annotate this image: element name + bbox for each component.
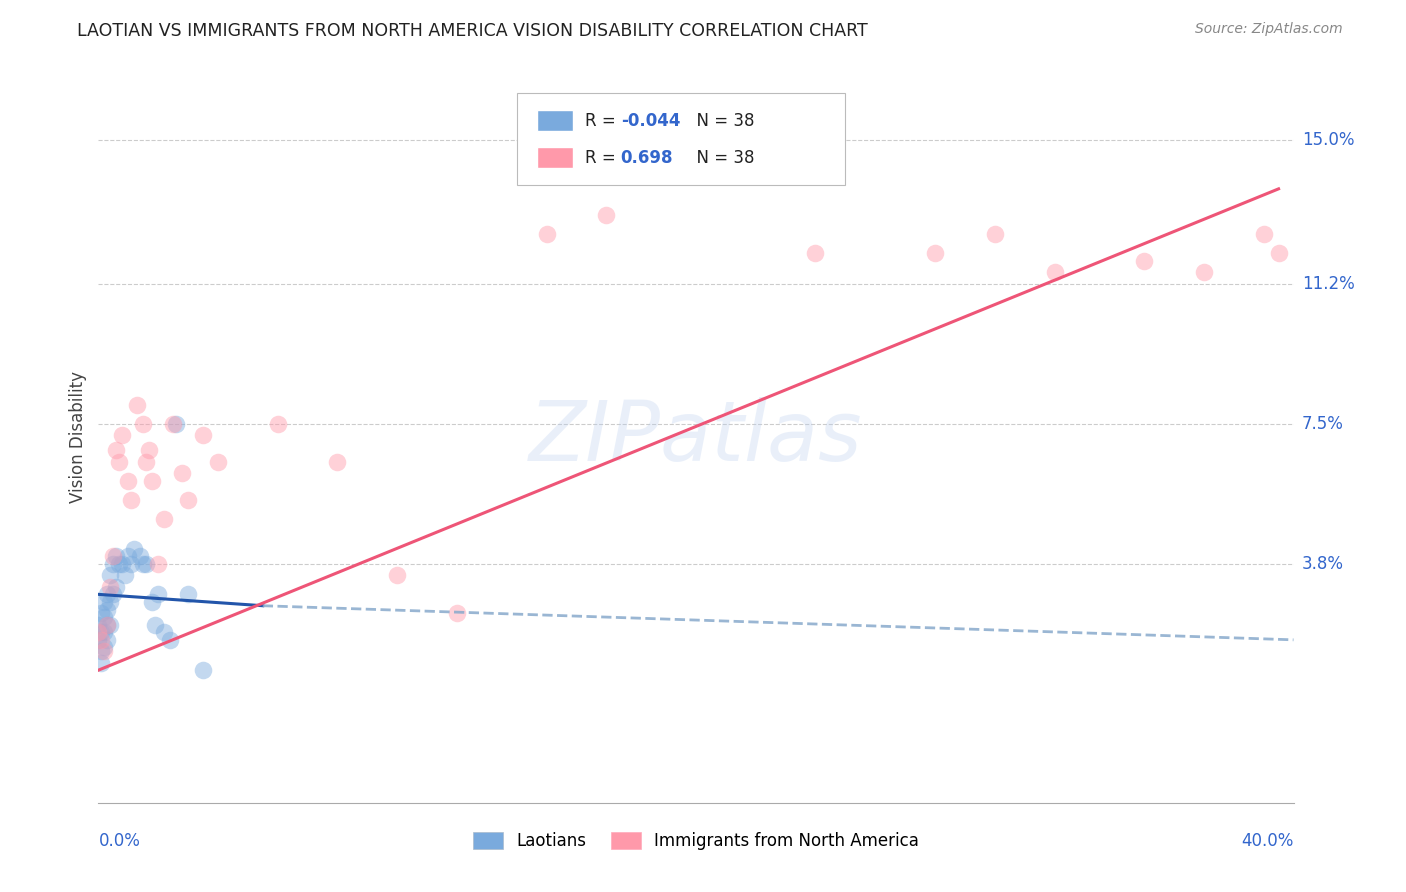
Text: -0.044: -0.044: [620, 112, 681, 129]
Text: Source: ZipAtlas.com: Source: ZipAtlas.com: [1195, 22, 1343, 37]
Point: [148, 557, 170, 571]
Point: [96, 617, 118, 632]
Point: [177, 492, 200, 507]
FancyBboxPatch shape: [517, 94, 845, 185]
Point: [90, 644, 112, 658]
Y-axis label: Vision Disability: Vision Disability: [69, 371, 87, 503]
Point: [105, 580, 128, 594]
Point: [153, 511, 176, 525]
Point: [93, 640, 115, 655]
Point: [1267, 246, 1289, 260]
Text: LAOTIAN VS IMMIGRANTS FROM NORTH AMERICA VISION DISABILITY CORRELATION CHART: LAOTIAN VS IMMIGRANTS FROM NORTH AMERICA…: [77, 22, 868, 40]
FancyBboxPatch shape: [537, 146, 572, 169]
Point: [93, 625, 115, 640]
Text: 0.0%: 0.0%: [98, 832, 141, 850]
Point: [90, 632, 112, 647]
Point: [595, 208, 617, 222]
Point: [804, 246, 827, 260]
Point: [98, 617, 122, 632]
Text: R =: R =: [585, 112, 621, 129]
Point: [105, 443, 128, 458]
Text: 3.8%: 3.8%: [1302, 555, 1344, 573]
Text: 40.0%: 40.0%: [1241, 832, 1294, 850]
Point: [103, 557, 125, 571]
Point: [124, 541, 146, 556]
Point: [93, 644, 115, 658]
Point: [111, 557, 134, 571]
Point: [103, 549, 125, 564]
Point: [536, 227, 558, 242]
Point: [326, 455, 349, 469]
Point: [135, 557, 157, 571]
Point: [132, 557, 155, 571]
Point: [108, 557, 131, 571]
Point: [924, 246, 946, 260]
Point: [98, 580, 122, 594]
Text: 7.5%: 7.5%: [1302, 415, 1344, 433]
Point: [120, 492, 142, 507]
Point: [141, 595, 163, 609]
Text: N = 38: N = 38: [686, 149, 755, 167]
Point: [96, 602, 118, 616]
Point: [87, 632, 110, 647]
Point: [172, 466, 194, 480]
Point: [96, 587, 118, 601]
Point: [138, 443, 160, 458]
Point: [117, 474, 139, 488]
Point: [177, 587, 200, 601]
Point: [141, 474, 163, 488]
Text: 15.0%: 15.0%: [1302, 130, 1354, 149]
Point: [127, 398, 149, 412]
Point: [1043, 265, 1066, 279]
Point: [108, 455, 131, 469]
Point: [1192, 265, 1215, 279]
Text: 0.698: 0.698: [620, 149, 673, 167]
Point: [105, 549, 128, 564]
Point: [165, 417, 187, 431]
Point: [111, 428, 134, 442]
Point: [207, 455, 229, 469]
Point: [98, 595, 122, 609]
Text: 11.2%: 11.2%: [1302, 275, 1354, 293]
Point: [143, 617, 166, 632]
Point: [117, 549, 139, 564]
Point: [385, 568, 409, 582]
Point: [90, 656, 112, 670]
Point: [129, 549, 152, 564]
Text: R =: R =: [585, 149, 621, 167]
Legend: Laotians, Immigrants from North America: Laotians, Immigrants from North America: [465, 825, 927, 856]
Point: [120, 557, 142, 571]
Point: [93, 610, 115, 624]
Point: [87, 625, 110, 640]
Point: [162, 417, 184, 431]
Point: [96, 632, 118, 647]
FancyBboxPatch shape: [537, 110, 572, 131]
Point: [98, 568, 122, 582]
Point: [153, 625, 176, 640]
Point: [96, 617, 118, 632]
Point: [93, 595, 115, 609]
Point: [1253, 227, 1275, 242]
Point: [132, 417, 155, 431]
Point: [191, 428, 214, 442]
Point: [446, 607, 468, 621]
Point: [87, 617, 110, 632]
Point: [148, 587, 170, 601]
Text: N = 38: N = 38: [686, 112, 755, 129]
Point: [984, 227, 1007, 242]
Point: [103, 587, 125, 601]
Point: [90, 625, 112, 640]
Point: [267, 417, 290, 431]
Point: [90, 607, 112, 621]
Text: ZIPatlas: ZIPatlas: [529, 397, 863, 477]
Point: [191, 663, 214, 677]
Point: [685, 132, 707, 146]
Point: [159, 632, 181, 647]
Point: [114, 568, 136, 582]
Point: [135, 455, 157, 469]
Point: [1133, 253, 1156, 268]
